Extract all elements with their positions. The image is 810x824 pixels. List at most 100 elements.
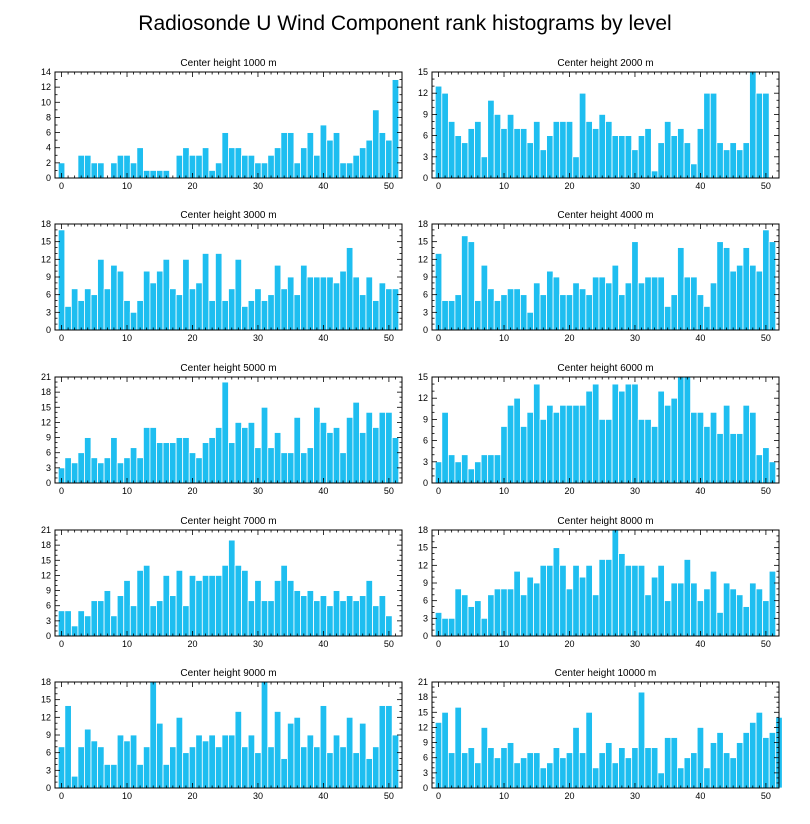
y-tick-label: 10	[41, 97, 51, 107]
bar-rank-45	[352, 154, 360, 179]
bar-rank-41	[703, 426, 711, 484]
bar-rank-29	[624, 282, 633, 331]
bar-rank-40	[319, 422, 328, 484]
bar-rank-14	[526, 576, 534, 637]
bar-rank-16	[539, 418, 547, 484]
bar-rank-27	[234, 258, 243, 331]
bar-rank-7	[103, 764, 112, 789]
bar-rank-24	[215, 253, 223, 331]
panel-title: Center height 8000 m	[557, 516, 653, 527]
x-tick-label: 50	[384, 333, 394, 343]
bar-rank-4	[461, 454, 469, 484]
bar-rank-40	[319, 124, 328, 179]
bar-rank-1	[441, 300, 449, 331]
bar-rank-22	[578, 752, 587, 789]
bar-rank-40	[319, 276, 328, 331]
x-tick-label: 50	[384, 181, 394, 191]
bar-rank-42	[332, 590, 341, 637]
bar-rank-32	[644, 276, 652, 331]
y-tick-label: 18	[41, 677, 51, 687]
bar-rank-25	[221, 300, 229, 331]
y-tick-label: 14	[41, 67, 51, 77]
x-tick-label: 20	[187, 791, 197, 801]
bar-rank-1	[441, 411, 449, 484]
y-tick-label: 3	[46, 616, 51, 626]
y-tick-label: 4	[46, 143, 51, 153]
bar-rank-51	[768, 570, 777, 637]
bar-rank-18	[175, 569, 184, 637]
bar-rank-23	[208, 575, 216, 637]
bar-rank-11	[129, 734, 138, 789]
y-tick-label: 3	[46, 765, 51, 775]
x-tick-label: 50	[384, 639, 394, 649]
bar-rank-37	[300, 264, 308, 331]
y-tick-label: 18	[41, 219, 51, 229]
plot-frame	[54, 529, 403, 637]
bar-rank-47	[742, 404, 750, 484]
bar-rank-23	[585, 711, 593, 789]
x-tick-label: 10	[122, 486, 132, 496]
bar-rank-40	[696, 128, 705, 179]
bar-rank-46	[736, 149, 744, 179]
x-tick-label: 10	[122, 791, 132, 801]
y-tick-label: 15	[418, 707, 428, 717]
bar-rank-39	[690, 582, 698, 637]
bar-rank-24	[215, 746, 223, 789]
bar-rank-41	[326, 432, 334, 484]
bar-rank-38	[306, 734, 315, 789]
bar-rank-33	[273, 147, 282, 179]
bar-rank-0	[57, 229, 66, 331]
x-tick-label: 20	[187, 333, 197, 343]
bar-rank-50	[762, 737, 770, 789]
bar-rank-4	[84, 615, 92, 637]
bar-rank-46	[736, 742, 744, 789]
bar-rank-16	[539, 294, 547, 331]
bar-rank-4	[461, 752, 469, 789]
bar-rank-11	[129, 605, 138, 637]
bar-rank-51	[768, 461, 777, 484]
y-tick-label: 9	[423, 109, 428, 119]
bar-rank-10	[123, 580, 131, 637]
bar-rank-13	[519, 594, 528, 637]
bar-rank-28	[241, 427, 249, 484]
x-tick-label: 40	[318, 181, 328, 191]
bar-rank-35	[664, 737, 672, 789]
bar-rank-47	[365, 276, 373, 331]
bar-rank-3	[77, 452, 85, 484]
panel-title: Center height 2000 m	[557, 58, 653, 69]
bar-rank-51	[768, 241, 777, 331]
bar-rank-17	[546, 270, 554, 331]
bar-rank-42	[709, 570, 718, 637]
bar-rank-49	[378, 411, 387, 484]
bar-rank-12	[513, 570, 521, 637]
bar-rank-26	[228, 288, 236, 331]
panel-title: Center height 3000 m	[180, 210, 276, 221]
bar-rank-22	[578, 92, 587, 179]
bar-rank-34	[280, 758, 288, 789]
bar-rank-26	[605, 121, 613, 179]
bar-rank-9	[116, 154, 125, 179]
bar-rank-49	[755, 711, 764, 789]
bar-rank-5	[467, 128, 475, 179]
bar-rank-37	[677, 376, 685, 484]
bar-rank-13	[519, 757, 528, 789]
bar-rank-37	[300, 452, 308, 484]
x-tick-label: 40	[318, 486, 328, 496]
bar-rank-48	[372, 605, 380, 637]
bar-rank-35	[287, 722, 295, 789]
bar-rank-45	[729, 588, 737, 637]
bar-rank-6	[474, 762, 482, 789]
bar-rank-16	[539, 149, 547, 179]
bar-rank-36	[670, 294, 678, 331]
bar-rank-41	[326, 139, 334, 179]
x-tick-label: 20	[564, 639, 574, 649]
bar-rank-11	[506, 742, 515, 789]
x-tick-label: 30	[253, 486, 263, 496]
bar-rank-8	[110, 264, 118, 331]
bars	[434, 529, 777, 637]
x-tick-label: 0	[436, 486, 441, 496]
bar-rank-48	[749, 411, 757, 484]
bar-rank-51	[391, 437, 400, 484]
x-tick-label: 30	[630, 486, 640, 496]
bar-rank-38	[683, 757, 692, 789]
